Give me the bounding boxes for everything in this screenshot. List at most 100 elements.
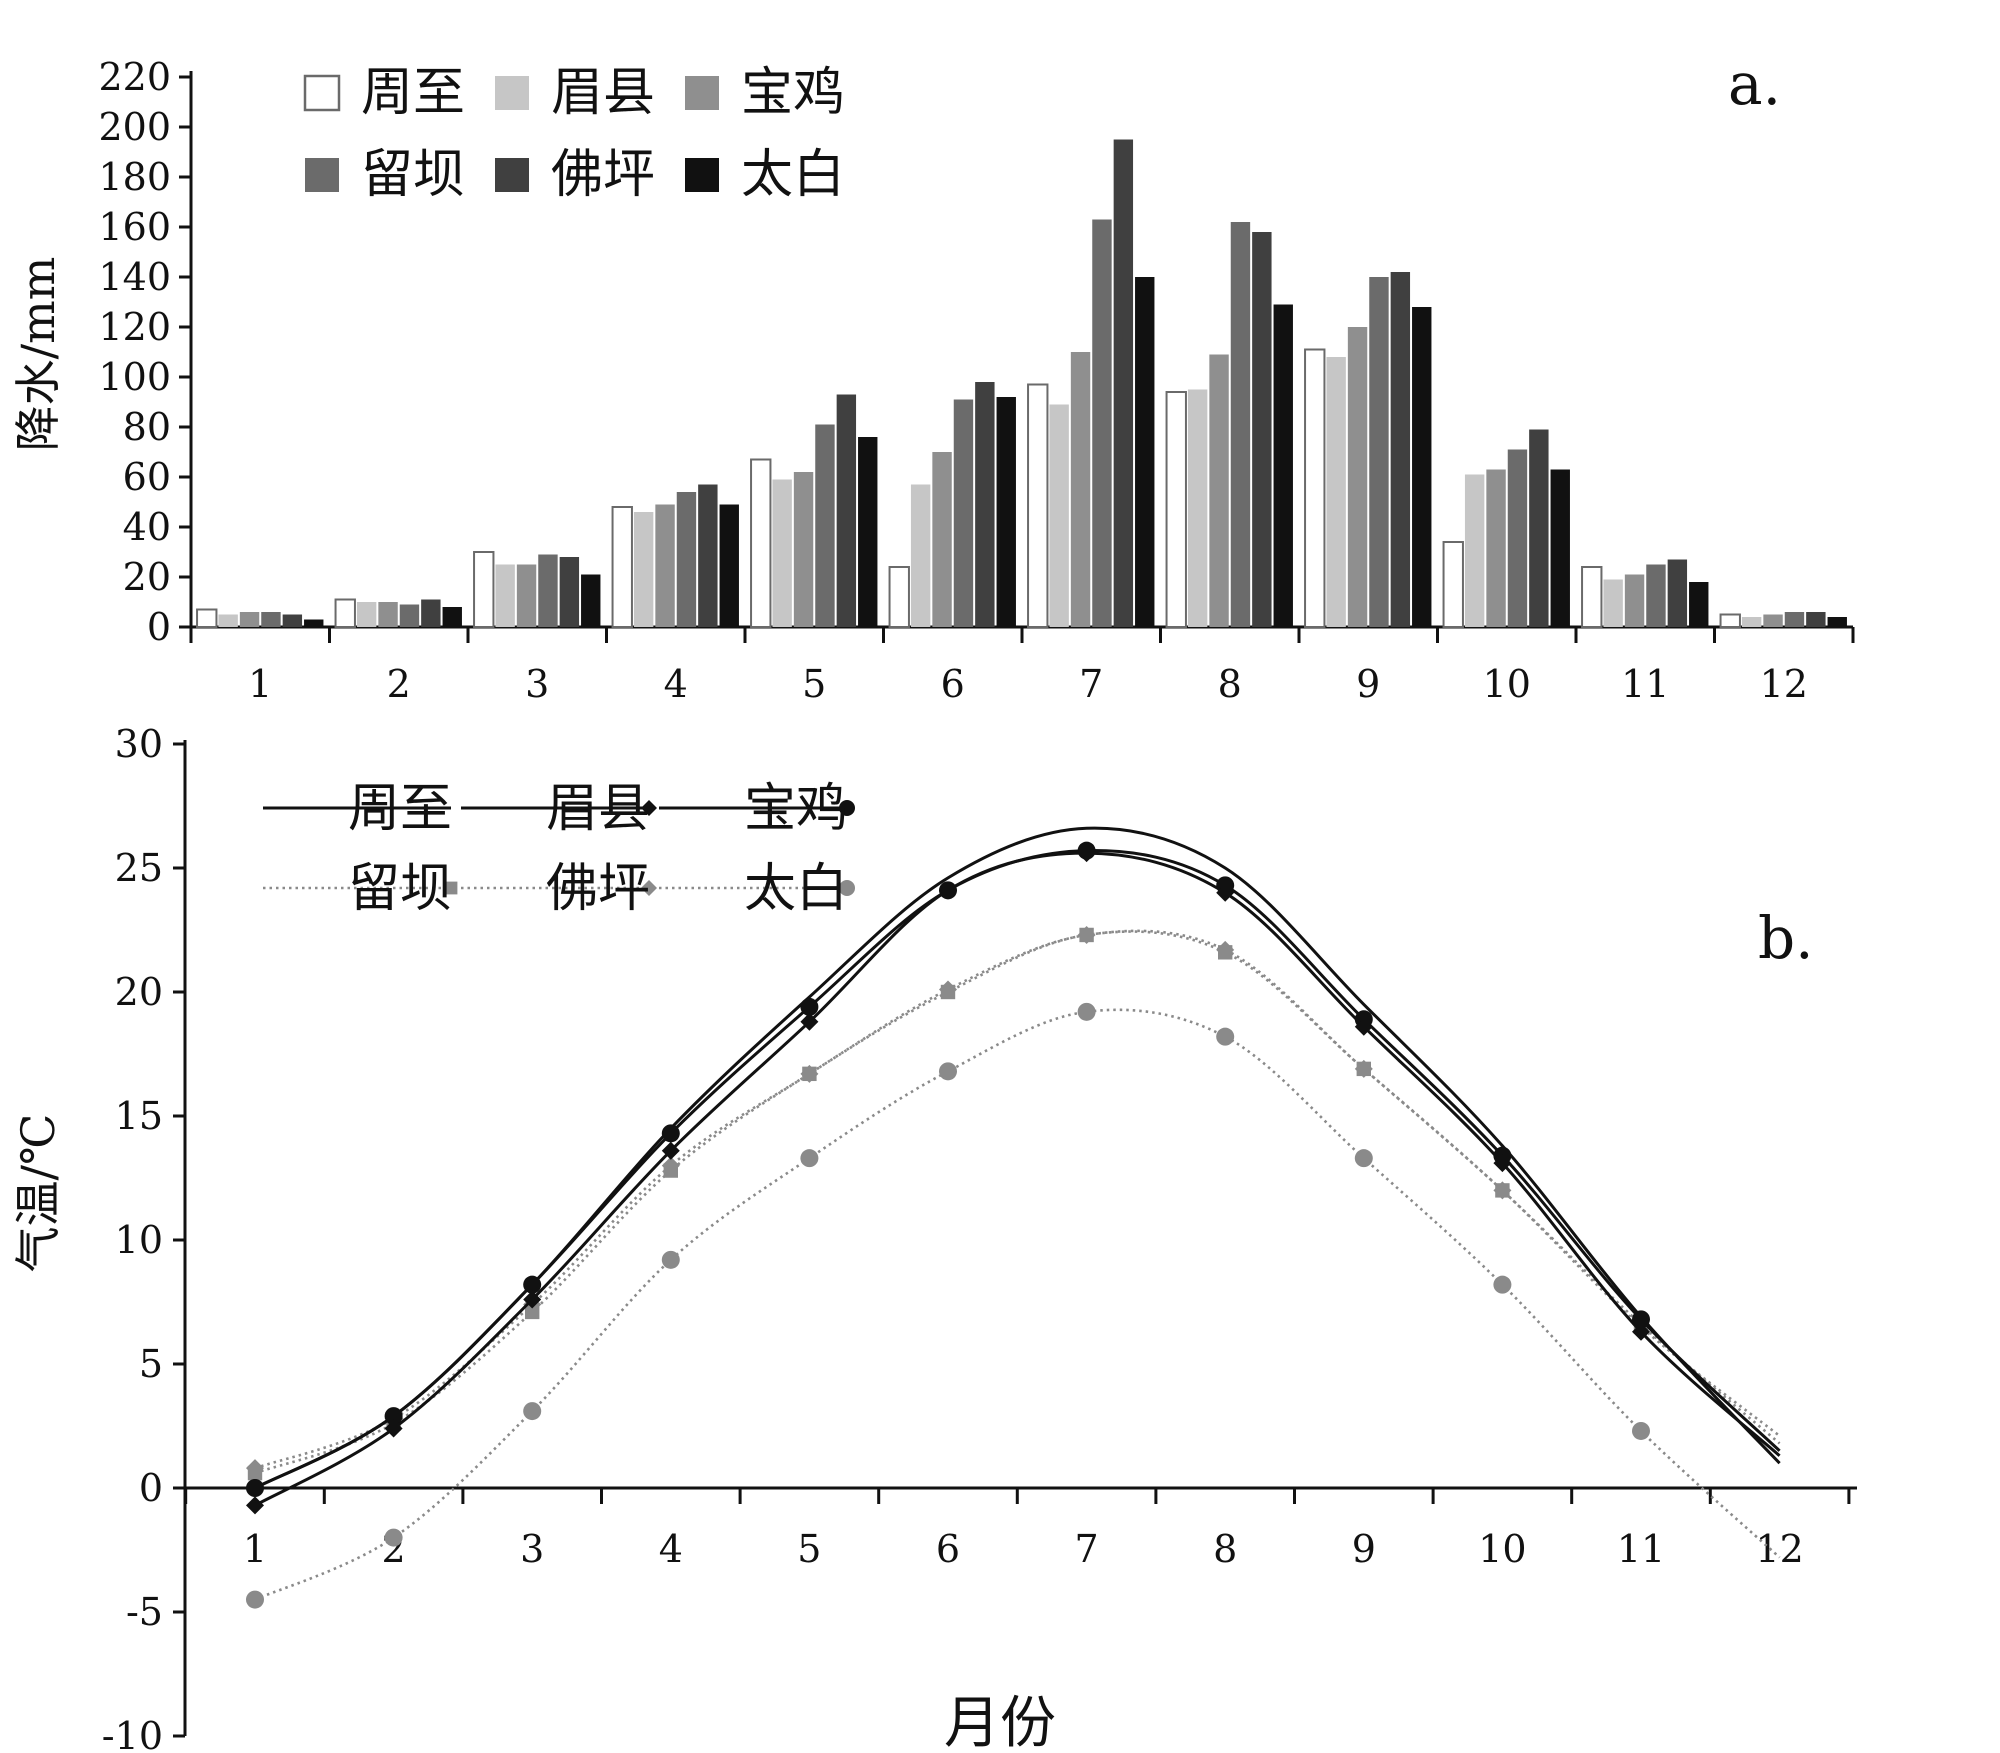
panel-a-y-tick-label: 100 [98, 355, 171, 399]
legend-swatch-留坝 [305, 158, 339, 192]
panel-b-x-tick-label: 5 [797, 1527, 821, 1571]
bar-周至-2 [334, 598, 356, 628]
bar-宝鸡-11 [1624, 574, 1645, 627]
bar-眉县-12 [1741, 617, 1762, 627]
bar-留坝-3 [538, 554, 558, 627]
panel-b-label: b. [1758, 904, 1814, 972]
point-宝鸡-3 [523, 1275, 542, 1294]
panel-b-y-tick-label: 25 [115, 846, 163, 890]
bar-留坝-9 [1369, 277, 1389, 627]
bar-太白-1 [304, 619, 324, 627]
bar-佛坪-5 [836, 394, 857, 627]
temperature-line-chart: b. 气温/℃ 月份 -10 -5 0 5 10 15 20 25 30 1 2 3 4 5 6 7 8 9 10 1… [11, 722, 1857, 1753]
bar-佛坪-12 [1806, 612, 1826, 627]
bar-太白-6 [996, 397, 1016, 627]
bar-留坝-5 [815, 424, 835, 627]
point-佛坪-1 [246, 1459, 264, 1478]
legend-marker-宝鸡 [839, 800, 855, 816]
point-眉县-6 [939, 881, 957, 900]
line-太白 [254, 1008, 1781, 1601]
bar-宝鸡-6 [932, 452, 952, 627]
bar-宝鸡-2 [378, 602, 398, 627]
point-眉县-9 [1354, 1017, 1373, 1036]
point-眉县-3 [523, 1290, 542, 1309]
legend-label-留坝: 留坝 [361, 145, 465, 205]
point-眉县-8 [1216, 883, 1235, 902]
panel-b-y-tick-label: 30 [115, 722, 163, 766]
bar-宝鸡-7 [1070, 352, 1091, 627]
panel-a-y-tick-label: 80 [123, 405, 171, 449]
panel-a-y-tick-label: 220 [98, 55, 171, 99]
line-周至 [254, 826, 1781, 1490]
panel-b-y-tick-label: 10 [115, 1218, 163, 1262]
bar-佛坪-2 [421, 599, 441, 627]
legend-label-眉县: 眉县 [546, 779, 650, 839]
point-太白-4 [661, 1250, 680, 1269]
panel-a-y-tick-label: 160 [98, 205, 171, 249]
bar-周至-11 [1581, 566, 1603, 628]
legend-marker-佛坪 [641, 880, 657, 896]
bar-佛坪-3 [559, 557, 580, 627]
bar-周至-4 [611, 506, 633, 628]
panel-b-y-tick-label: -5 [126, 1590, 163, 1634]
panel-b-x-tick-label: 3 [520, 1527, 544, 1571]
month-axis-title: 月份 [944, 1691, 1056, 1753]
bar-留坝-10 [1507, 449, 1528, 627]
panel-a-x-tick-label: 2 [387, 662, 411, 706]
point-眉县-2 [384, 1419, 403, 1438]
panel-a-x-tick-label: 8 [1218, 662, 1242, 706]
bar-周至-9 [1304, 348, 1326, 628]
panel-a-x-tick-label: 11 [1621, 662, 1669, 706]
panel-b-x-tick-label: 4 [659, 1527, 683, 1571]
point-太白-9 [1354, 1149, 1373, 1168]
bar-眉县-5 [772, 479, 792, 627]
bar-宝鸡-3 [516, 564, 537, 627]
point-佛坪-4 [661, 1156, 680, 1175]
panel-a-x-tick-label: 10 [1483, 662, 1531, 706]
bar-周至-10 [1442, 541, 1464, 628]
bar-眉县-7 [1049, 404, 1069, 627]
bar-周至-5 [750, 458, 772, 628]
point-宝鸡-2 [384, 1407, 403, 1426]
panel-b-y-tick-label: 20 [115, 970, 163, 1014]
panel-a-y-tick-label: 120 [98, 305, 171, 349]
point-太白-1 [246, 1590, 264, 1609]
bar-眉县-11 [1603, 579, 1623, 627]
panel-b-y-tick-label: -10 [102, 1714, 163, 1753]
panel-a-y-tick-label: 20 [123, 555, 171, 599]
panel-b-x-tick-label: 1 [243, 1527, 267, 1571]
bar-太白-2 [442, 607, 462, 627]
point-眉县-10 [1493, 1154, 1512, 1173]
panel-a-y-tick-label: 60 [123, 455, 171, 499]
legend-label-眉县: 眉县 [551, 63, 655, 123]
legend-swatch-佛坪 [495, 158, 529, 192]
bar-留坝-12 [1784, 612, 1805, 627]
bar-佛坪-1 [282, 614, 303, 627]
panel-a-y-tick-label: 140 [98, 255, 171, 299]
temperature-axis-title: 气温/℃ [11, 1114, 65, 1273]
legend-label-宝鸡: 宝鸡 [741, 63, 845, 123]
bar-眉县-6 [910, 484, 931, 627]
bar-太白-4 [719, 504, 739, 627]
point-佛坪-6 [939, 980, 957, 999]
panel-a-y-tick-label: 180 [98, 155, 171, 199]
point-眉县-11 [1632, 1322, 1650, 1341]
panel-a-x-tick-label: 5 [802, 662, 826, 706]
point-眉县-4 [661, 1141, 680, 1160]
bar-眉县-9 [1326, 357, 1346, 627]
legend-label-佛坪: 佛坪 [551, 145, 655, 205]
legend-label-太白: 太白 [741, 145, 845, 205]
bar-留坝-6 [953, 399, 974, 627]
legend-label-宝鸡: 宝鸡 [744, 779, 848, 839]
point-眉县-1 [246, 1496, 264, 1515]
point-宝鸡-5 [800, 997, 819, 1016]
point-眉县-5 [800, 1012, 819, 1031]
precipitation-bar-chart: a. 降水/mm 0 20 40 60 80 100 120 140 160 180 200 220 1… [11, 50, 1855, 706]
point-佛坪-10 [1493, 1181, 1512, 1200]
bar-太白-9 [1412, 307, 1432, 627]
bar-留坝-8 [1230, 222, 1251, 627]
